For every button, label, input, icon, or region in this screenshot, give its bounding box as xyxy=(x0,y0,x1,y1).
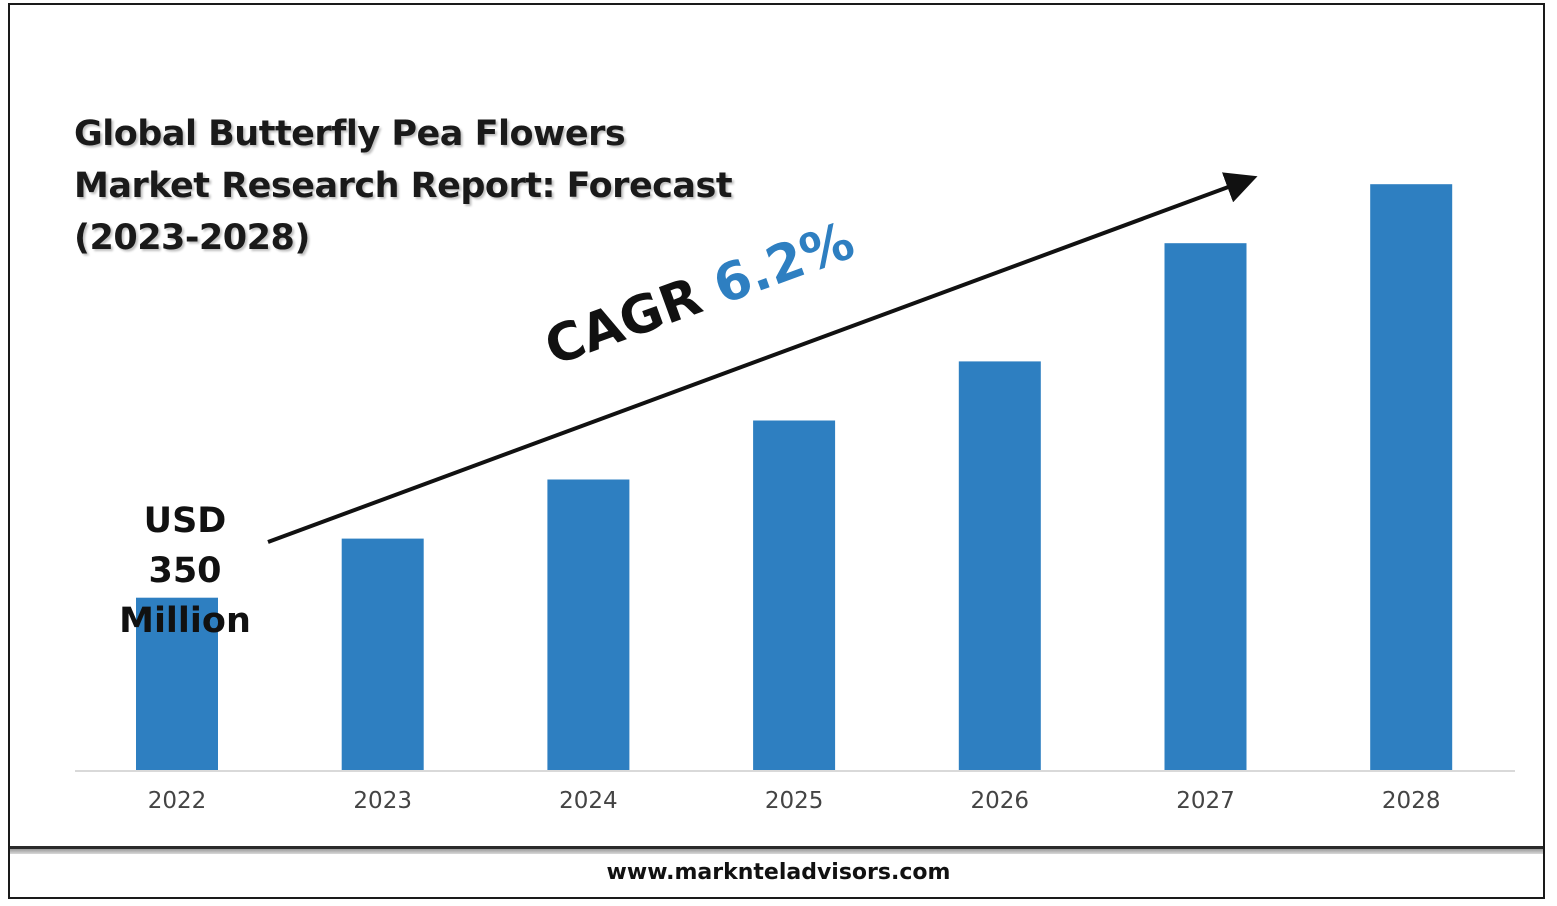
x-tick-label-2025: 2025 xyxy=(765,788,824,814)
chart-title: Global Butterfly Pea Flowers Market Rese… xyxy=(74,108,733,264)
footer-divider xyxy=(10,846,1543,854)
bar-2025 xyxy=(753,420,836,770)
start-value-unit: Million xyxy=(119,601,251,641)
start-value-label: USD 350 Million xyxy=(100,496,270,646)
x-tick-label-2028: 2028 xyxy=(1382,788,1441,814)
start-value-number: 350 xyxy=(148,551,222,591)
title-line-3: (2023-2028) xyxy=(74,218,310,258)
bar-2023 xyxy=(341,538,424,770)
x-tick-label-2022: 2022 xyxy=(148,788,207,814)
bar-2024 xyxy=(547,479,630,770)
x-axis-ticks: 2022 2023 2024 2025 2026 2027 2028 xyxy=(148,788,1441,814)
bar-2026 xyxy=(958,361,1041,770)
bar-2027 xyxy=(1164,243,1247,770)
x-tick-label-2023: 2023 xyxy=(353,788,412,814)
bar-2028 xyxy=(1370,184,1453,770)
bars-layer xyxy=(136,184,1453,770)
title-line-2: Market Research Report: Forecast xyxy=(74,166,733,206)
bar-2022 xyxy=(136,597,218,770)
x-tick-label-2027: 2027 xyxy=(1176,788,1235,814)
x-tick-label-2024: 2024 xyxy=(559,788,618,814)
start-value-currency: USD xyxy=(143,501,227,541)
x-tick-label-2026: 2026 xyxy=(971,788,1030,814)
growth-trend-arrow xyxy=(267,172,1258,544)
footer-url: www.marknteladvisors.com xyxy=(606,860,951,885)
title-line-1: Global Butterfly Pea Flowers xyxy=(74,114,626,154)
